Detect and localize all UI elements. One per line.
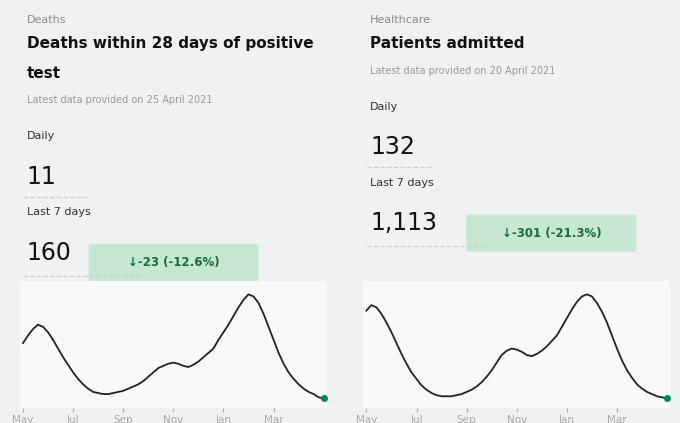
Text: Last 7 days: Last 7 days [27, 207, 90, 217]
Text: 160: 160 [27, 241, 71, 265]
Text: Deaths within 28 days of positive: Deaths within 28 days of positive [27, 36, 313, 51]
Text: Deaths: Deaths [27, 15, 66, 25]
Text: ↓-23 (-12.6%): ↓-23 (-12.6%) [128, 256, 220, 269]
Text: Last 7 days: Last 7 days [370, 178, 434, 188]
Text: 11: 11 [27, 165, 56, 189]
Text: ↓-301 (-21.3%): ↓-301 (-21.3%) [502, 227, 601, 239]
Text: Patients admitted: Patients admitted [370, 36, 524, 51]
FancyBboxPatch shape [88, 244, 259, 281]
Text: ►  Rate per 100,000 people:: ► Rate per 100,000 people: [27, 299, 177, 309]
Text: Latest data provided on 25 April 2021: Latest data provided on 25 April 2021 [27, 95, 212, 105]
Text: 1,113: 1,113 [370, 212, 437, 236]
Text: test: test [27, 66, 61, 80]
Text: 132: 132 [370, 135, 415, 159]
Text: 0.2: 0.2 [133, 299, 151, 309]
Text: Latest data provided on 20 April 2021: Latest data provided on 20 April 2021 [370, 66, 556, 76]
Text: Daily: Daily [27, 131, 55, 141]
Text: Healthcare: Healthcare [370, 15, 431, 25]
FancyBboxPatch shape [466, 214, 636, 252]
Text: Daily: Daily [370, 102, 398, 112]
